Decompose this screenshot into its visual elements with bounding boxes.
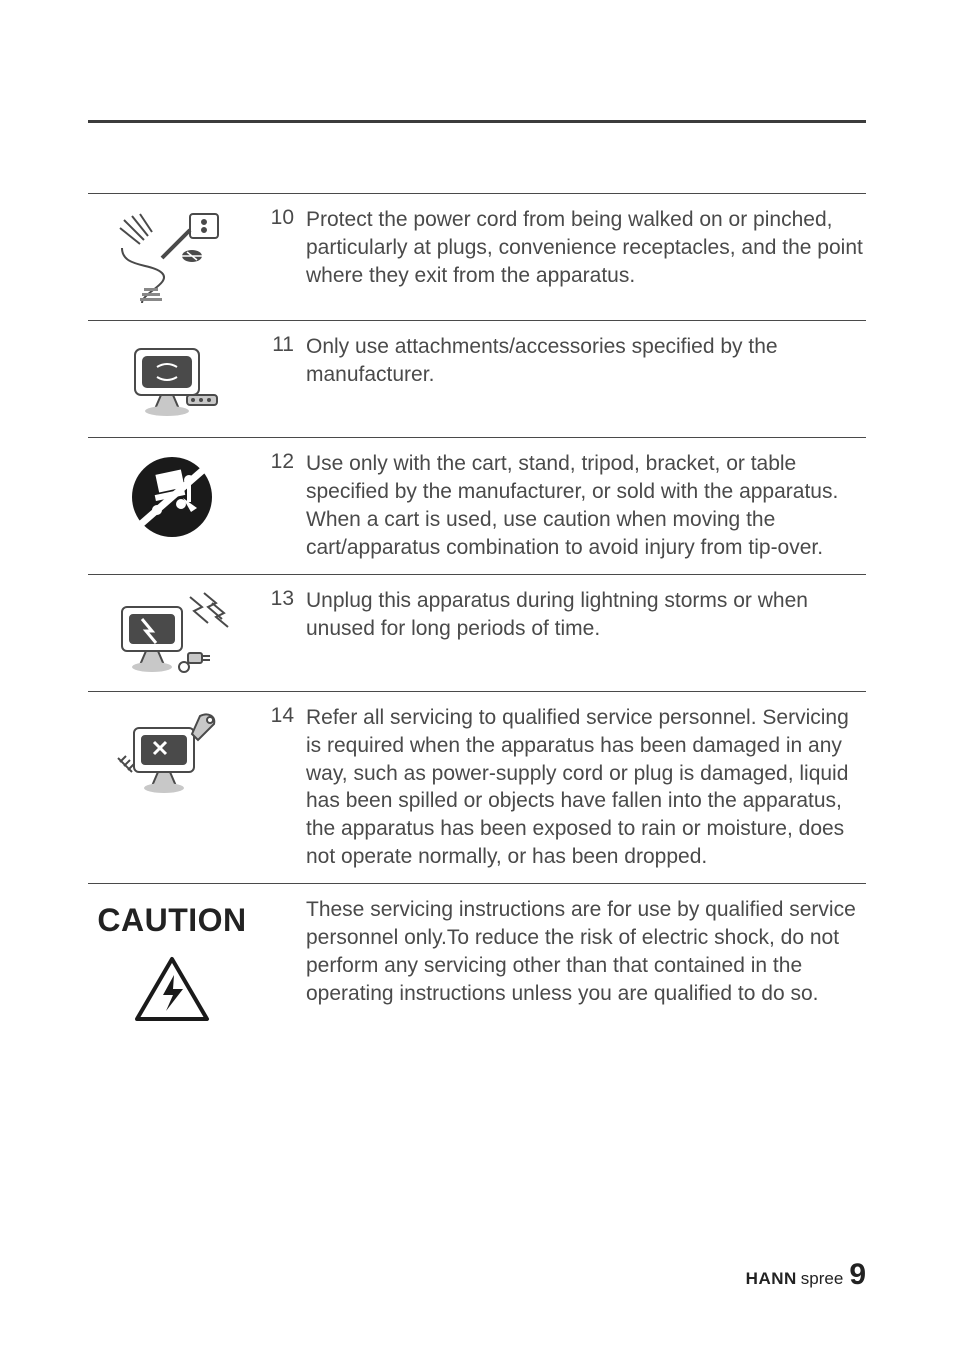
icon-cell xyxy=(88,204,266,308)
icon-cell xyxy=(88,448,266,562)
icon-cell xyxy=(88,585,266,679)
instruction-text: Only use attachments/accessories specifi… xyxy=(306,331,866,425)
caution-label: CAUTION xyxy=(97,902,246,939)
accessories-icon xyxy=(117,335,227,425)
instruction-row: 12 Use only with the cart, stand, tripod… xyxy=(88,437,866,574)
instruction-row: 13 Unplug this apparatus during lightnin… xyxy=(88,574,866,691)
instruction-text: Refer all servicing to qualified service… xyxy=(306,702,866,872)
icon-cell xyxy=(88,331,266,425)
page-footer: HANNspree 9 xyxy=(746,1258,866,1292)
brand-light: spree xyxy=(801,1269,844,1289)
instruction-text: Use only with the cart, stand, tripod, b… xyxy=(306,448,866,562)
instruction-number: 11 xyxy=(266,331,306,425)
page-number: 9 xyxy=(849,1258,866,1292)
instruction-number: 13 xyxy=(266,585,306,679)
brand-bold: HANN xyxy=(746,1269,797,1289)
shock-warning-icon xyxy=(133,955,211,1025)
instruction-text: Unplug this apparatus during lightning s… xyxy=(306,585,866,679)
instruction-row: 11 Only use attachments/accessories spec… xyxy=(88,320,866,437)
cart-tipover-icon xyxy=(127,452,217,542)
instruction-number xyxy=(266,894,306,1025)
servicing-icon xyxy=(112,706,232,796)
top-rule xyxy=(88,120,866,123)
cord-protect-icon xyxy=(112,208,232,308)
instruction-number: 14 xyxy=(266,702,306,872)
caution-row: CAUTION These servicing instructions are… xyxy=(88,883,866,1037)
instruction-row: 10 Protect the power cord from being wal… xyxy=(88,193,866,320)
instruction-row: 14 Refer all servicing to qualified serv… xyxy=(88,691,866,884)
document-page: 10 Protect the power cord from being wal… xyxy=(0,0,954,1352)
icon-cell xyxy=(88,702,266,872)
caution-text: These servicing instructions are for use… xyxy=(306,894,866,1025)
instruction-number: 10 xyxy=(266,204,306,308)
icon-cell: CAUTION xyxy=(88,894,266,1025)
lightning-unplug-icon xyxy=(112,589,232,679)
instruction-text: Protect the power cord from being walked… xyxy=(306,204,866,308)
instruction-number: 12 xyxy=(266,448,306,562)
